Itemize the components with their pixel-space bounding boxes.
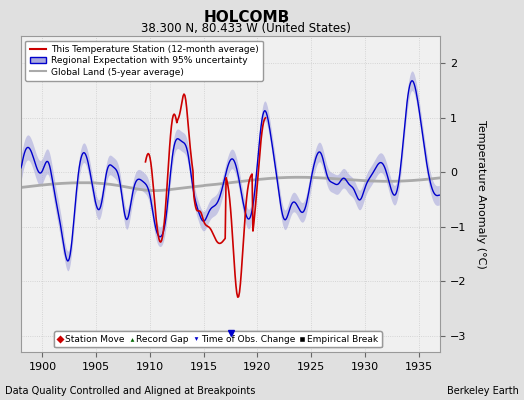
Y-axis label: Temperature Anomaly (°C): Temperature Anomaly (°C) <box>476 120 486 268</box>
Text: Berkeley Earth: Berkeley Earth <box>447 386 519 396</box>
Text: HOLCOMB: HOLCOMB <box>203 10 289 25</box>
Legend: Station Move, Record Gap, Time of Obs. Change, Empirical Break: Station Move, Record Gap, Time of Obs. C… <box>54 331 381 348</box>
Text: Data Quality Controlled and Aligned at Breakpoints: Data Quality Controlled and Aligned at B… <box>5 386 256 396</box>
Text: 38.300 N, 80.433 W (United States): 38.300 N, 80.433 W (United States) <box>141 22 351 35</box>
